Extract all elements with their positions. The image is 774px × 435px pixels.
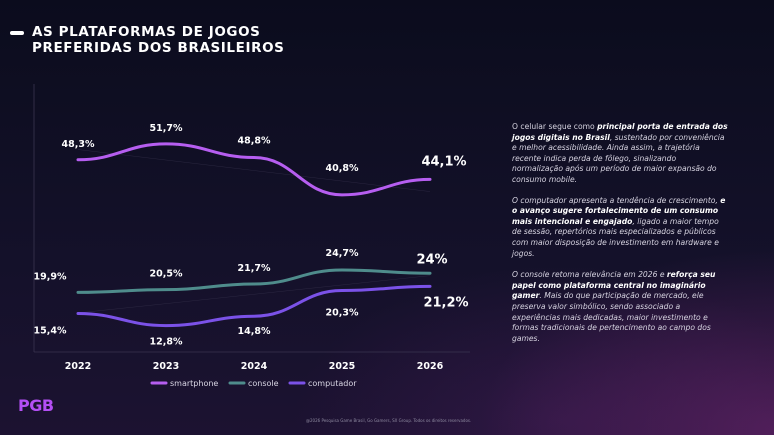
footer-copyright: @2026 Pesquisa Game Brasil, Go Gamers, S… (306, 418, 472, 423)
legend-item-computador[interactable]: computador (288, 379, 357, 388)
series-line-smartphone (76, 142, 432, 197)
trend-guide (77, 275, 431, 314)
legend-label-console: console (248, 379, 279, 388)
data-label-smartphone-2025: 40,8% (326, 163, 359, 174)
commentary-highlight: e o avanço sugere fortalecimento de um c… (512, 195, 726, 226)
commentary-text: . Mais do que participação de mercado, e… (512, 291, 711, 343)
title-dash (10, 31, 24, 35)
data-label-computador-2024: 14,8% (238, 326, 271, 337)
commentary-highlight: reforça seu papel como plataforma centra… (512, 270, 716, 301)
data-label-computador-2023: 12,8% (150, 337, 183, 348)
x-tick-label-2023: 2023 (153, 361, 179, 372)
commentary-text: , ligado a maior tempo de sessão, repert… (512, 216, 719, 258)
series-line-console (76, 268, 432, 294)
data-label-console-2025: 24,7% (326, 248, 359, 259)
data-label-computador-2025: 20,3% (326, 308, 359, 319)
legend-label-computador: computador (308, 379, 357, 388)
data-label-console-2023: 20,5% (150, 269, 183, 280)
chart-data-labels: 48,3% 51,7% 48,8% 40,8% 44,1% 19,9% 20,5% 21,7%… (34, 123, 469, 348)
chart-legend[interactable]: smartphone console computador (150, 379, 357, 388)
data-label-console-2022: 19,9% (34, 271, 67, 282)
commentary-text: , sustentado por conveniência e melhor a… (512, 132, 725, 184)
series-line-computador (76, 284, 432, 328)
title-line-2: PREFERIDAS DOS BRASILEIROS (32, 40, 285, 56)
data-label-smartphone-2026: 44,1% (421, 154, 466, 169)
data-label-smartphone-2023: 51,7% (150, 123, 183, 134)
data-label-smartphone-2022: 48,3% (62, 139, 95, 150)
commentary-smartphone: O celular segue como principal porta de … (512, 122, 728, 186)
title-text: AS PLATAFORMAS DE JOGOS PREFERIDAS DOS B… (32, 24, 284, 56)
commentary-text: O computador apresenta a tendência de cr… (512, 195, 721, 205)
legend-item-smartphone[interactable]: smartphone (150, 379, 218, 388)
commentary-text: O console retoma relevância em 2026 e (512, 270, 667, 280)
x-tick-label-2024: 2024 (241, 361, 268, 372)
commentary-highlight: principal porta de entrada dos jogos dig… (512, 122, 728, 142)
data-label-console-2026: 24% (416, 252, 447, 267)
pgb-logo: PGB (18, 396, 54, 415)
x-tick-label-2026: 2026 (417, 361, 444, 372)
commentary-text: O celular segue como (512, 122, 598, 131)
data-label-console-2024: 21,7% (238, 263, 271, 274)
commentary-computador: O computador apresenta a tendência de cr… (512, 196, 728, 260)
commentary: O celular segue como principal porta de … (512, 122, 728, 354)
commentary-console: O console retoma relevância em 2026 e re… (512, 270, 728, 344)
trend-guide (77, 149, 431, 192)
x-tick-label-2025: 2025 (329, 361, 355, 372)
title-line-1: AS PLATAFORMAS DE JOGOS (32, 24, 261, 40)
chart-x-axis: 2022 2023 2024 2025 2026 (65, 361, 444, 372)
page-title: AS PLATAFORMAS DE JOGOS PREFERIDAS DOS B… (10, 24, 284, 56)
legend-label-smartphone: smartphone (170, 379, 218, 388)
chart-lines (76, 142, 432, 328)
data-label-computador-2026: 21,2% (423, 295, 468, 310)
x-tick-label-2022: 2022 (65, 361, 91, 372)
legend-item-console[interactable]: console (228, 379, 279, 388)
chart-grid (33, 84, 470, 353)
data-label-smartphone-2024: 48,8% (238, 135, 271, 146)
data-label-computador-2022: 15,4% (34, 325, 67, 336)
